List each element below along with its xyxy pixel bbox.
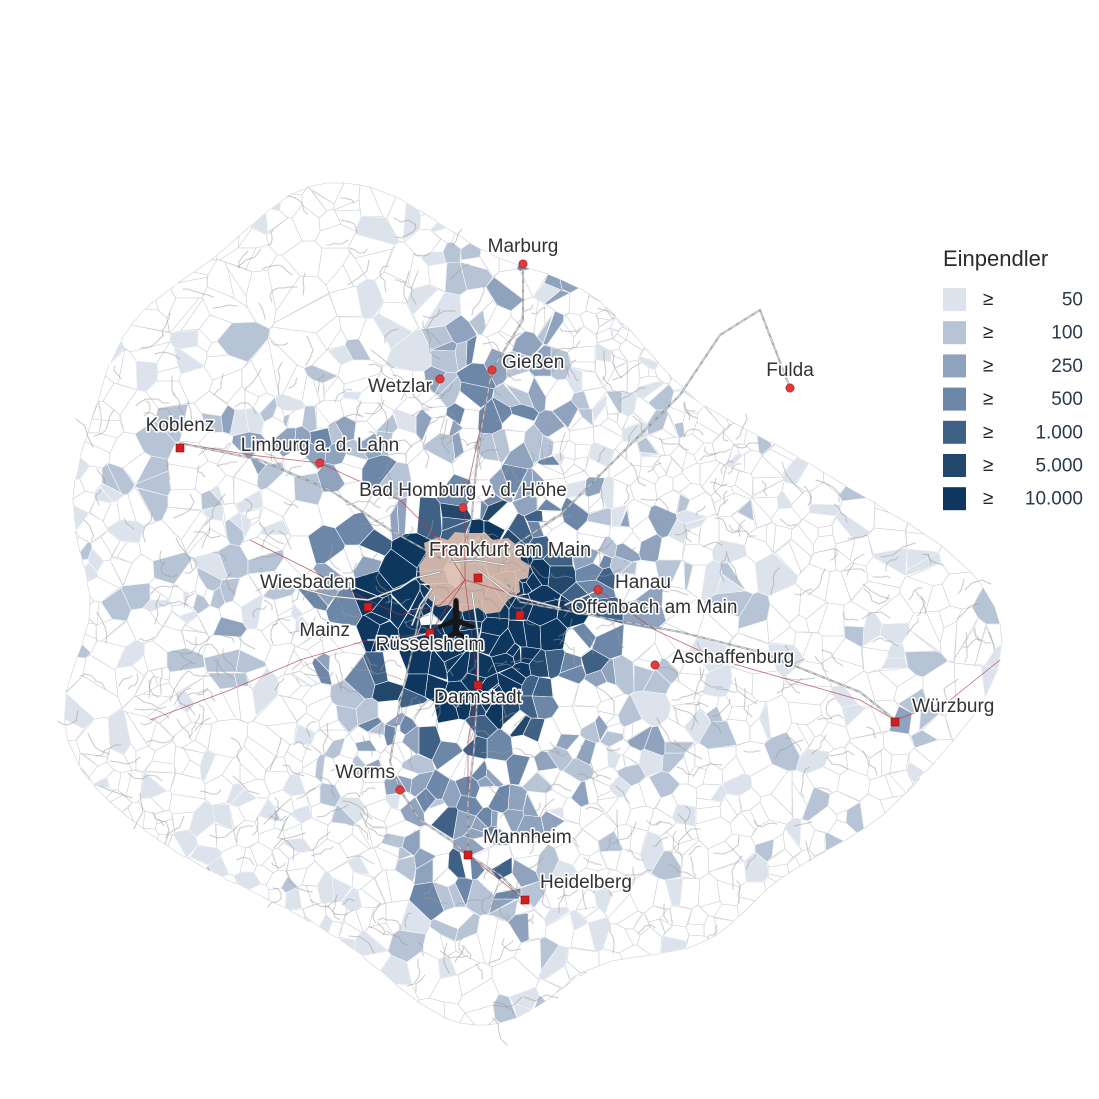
svg-text:10.000: 10.000 — [1025, 489, 1083, 510]
svg-text:5.000: 5.000 — [1035, 456, 1083, 477]
svg-text:Heidelberg: Heidelberg — [540, 872, 632, 893]
svg-text:Gießen: Gießen — [502, 352, 564, 373]
svg-text:≥: ≥ — [983, 322, 993, 343]
svg-text:100: 100 — [1051, 323, 1083, 344]
svg-text:Einpendler: Einpendler — [943, 246, 1048, 271]
svg-text:50: 50 — [1062, 290, 1083, 311]
svg-text:≥: ≥ — [983, 455, 993, 476]
svg-text:250: 250 — [1051, 356, 1083, 377]
svg-text:Mainz: Mainz — [299, 620, 350, 641]
svg-text:≥: ≥ — [983, 389, 993, 410]
svg-text:≥: ≥ — [983, 355, 993, 376]
svg-text:Fulda: Fulda — [766, 360, 814, 381]
svg-text:1.000: 1.000 — [1035, 422, 1083, 443]
svg-text:Aschaffenburg: Aschaffenburg — [672, 647, 794, 668]
svg-text:≥: ≥ — [983, 488, 993, 509]
svg-text:Frankfurt am Main: Frankfurt am Main — [429, 539, 591, 561]
svg-text:Rüsselsheim: Rüsselsheim — [376, 634, 485, 655]
svg-text:≥: ≥ — [983, 289, 993, 310]
svg-text:Mannheim: Mannheim — [483, 827, 572, 848]
svg-text:Marburg: Marburg — [488, 236, 559, 257]
svg-text:Worms: Worms — [335, 762, 395, 783]
svg-text:Offenbach am Main: Offenbach am Main — [572, 597, 737, 618]
svg-text:Limburg a. d. Lahn: Limburg a. d. Lahn — [241, 435, 399, 456]
svg-text:500: 500 — [1051, 389, 1083, 410]
svg-text:Würzburg: Würzburg — [912, 696, 994, 717]
svg-text:Wiesbaden: Wiesbaden — [260, 572, 355, 593]
svg-text:Koblenz: Koblenz — [146, 415, 215, 436]
svg-text:Hanau: Hanau — [615, 572, 671, 593]
svg-text:Wetzlar: Wetzlar — [368, 376, 433, 397]
svg-text:≥: ≥ — [983, 422, 993, 443]
svg-text:Darmstadt: Darmstadt — [434, 687, 522, 708]
svg-text:Bad Homburg v. d. Höhe: Bad Homburg v. d. Höhe — [359, 480, 567, 501]
